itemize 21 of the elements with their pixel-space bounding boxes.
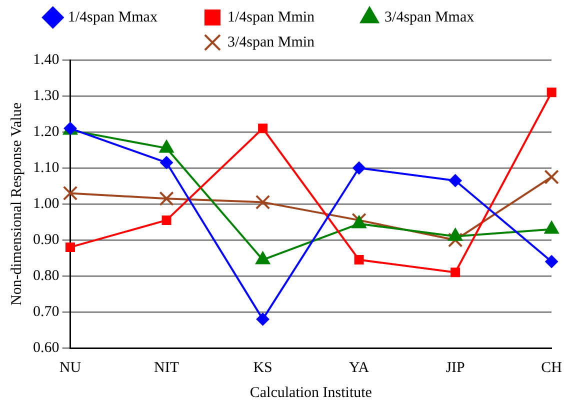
x-tick-label: CH xyxy=(541,360,562,376)
legend-label: 3/4span Mmin xyxy=(227,34,352,50)
x-tick-label: JIP xyxy=(446,360,465,376)
x-axis-title: Calculation Institute xyxy=(250,384,372,401)
legend-label: 3/4span Mmax xyxy=(384,9,512,26)
x-tick-label: KS xyxy=(253,360,272,376)
legend-label: 1/4span Mmin xyxy=(227,9,352,26)
y-axis-title: Non-dimensional Response Value xyxy=(8,102,25,306)
y-tick-label: 0.90 xyxy=(33,232,60,248)
y-tick-label: 1.40 xyxy=(33,52,60,68)
y-tick-label: 0.80 xyxy=(33,268,60,284)
x-tick-label: YA xyxy=(349,360,370,376)
y-tick-label: 1.20 xyxy=(33,124,60,140)
y-tick-label: 0.70 xyxy=(33,304,60,320)
x-tick-label: NU xyxy=(59,360,82,376)
y-tick-label: 0.60 xyxy=(33,340,60,356)
y-tick-label: 1.00 xyxy=(33,196,60,212)
legend-label: 1/4span Mmax xyxy=(68,9,195,26)
y-tick-label: 1.10 xyxy=(33,160,60,176)
y-tick-label: 1.30 xyxy=(33,88,60,104)
x-tick-label: NIT xyxy=(154,360,180,376)
